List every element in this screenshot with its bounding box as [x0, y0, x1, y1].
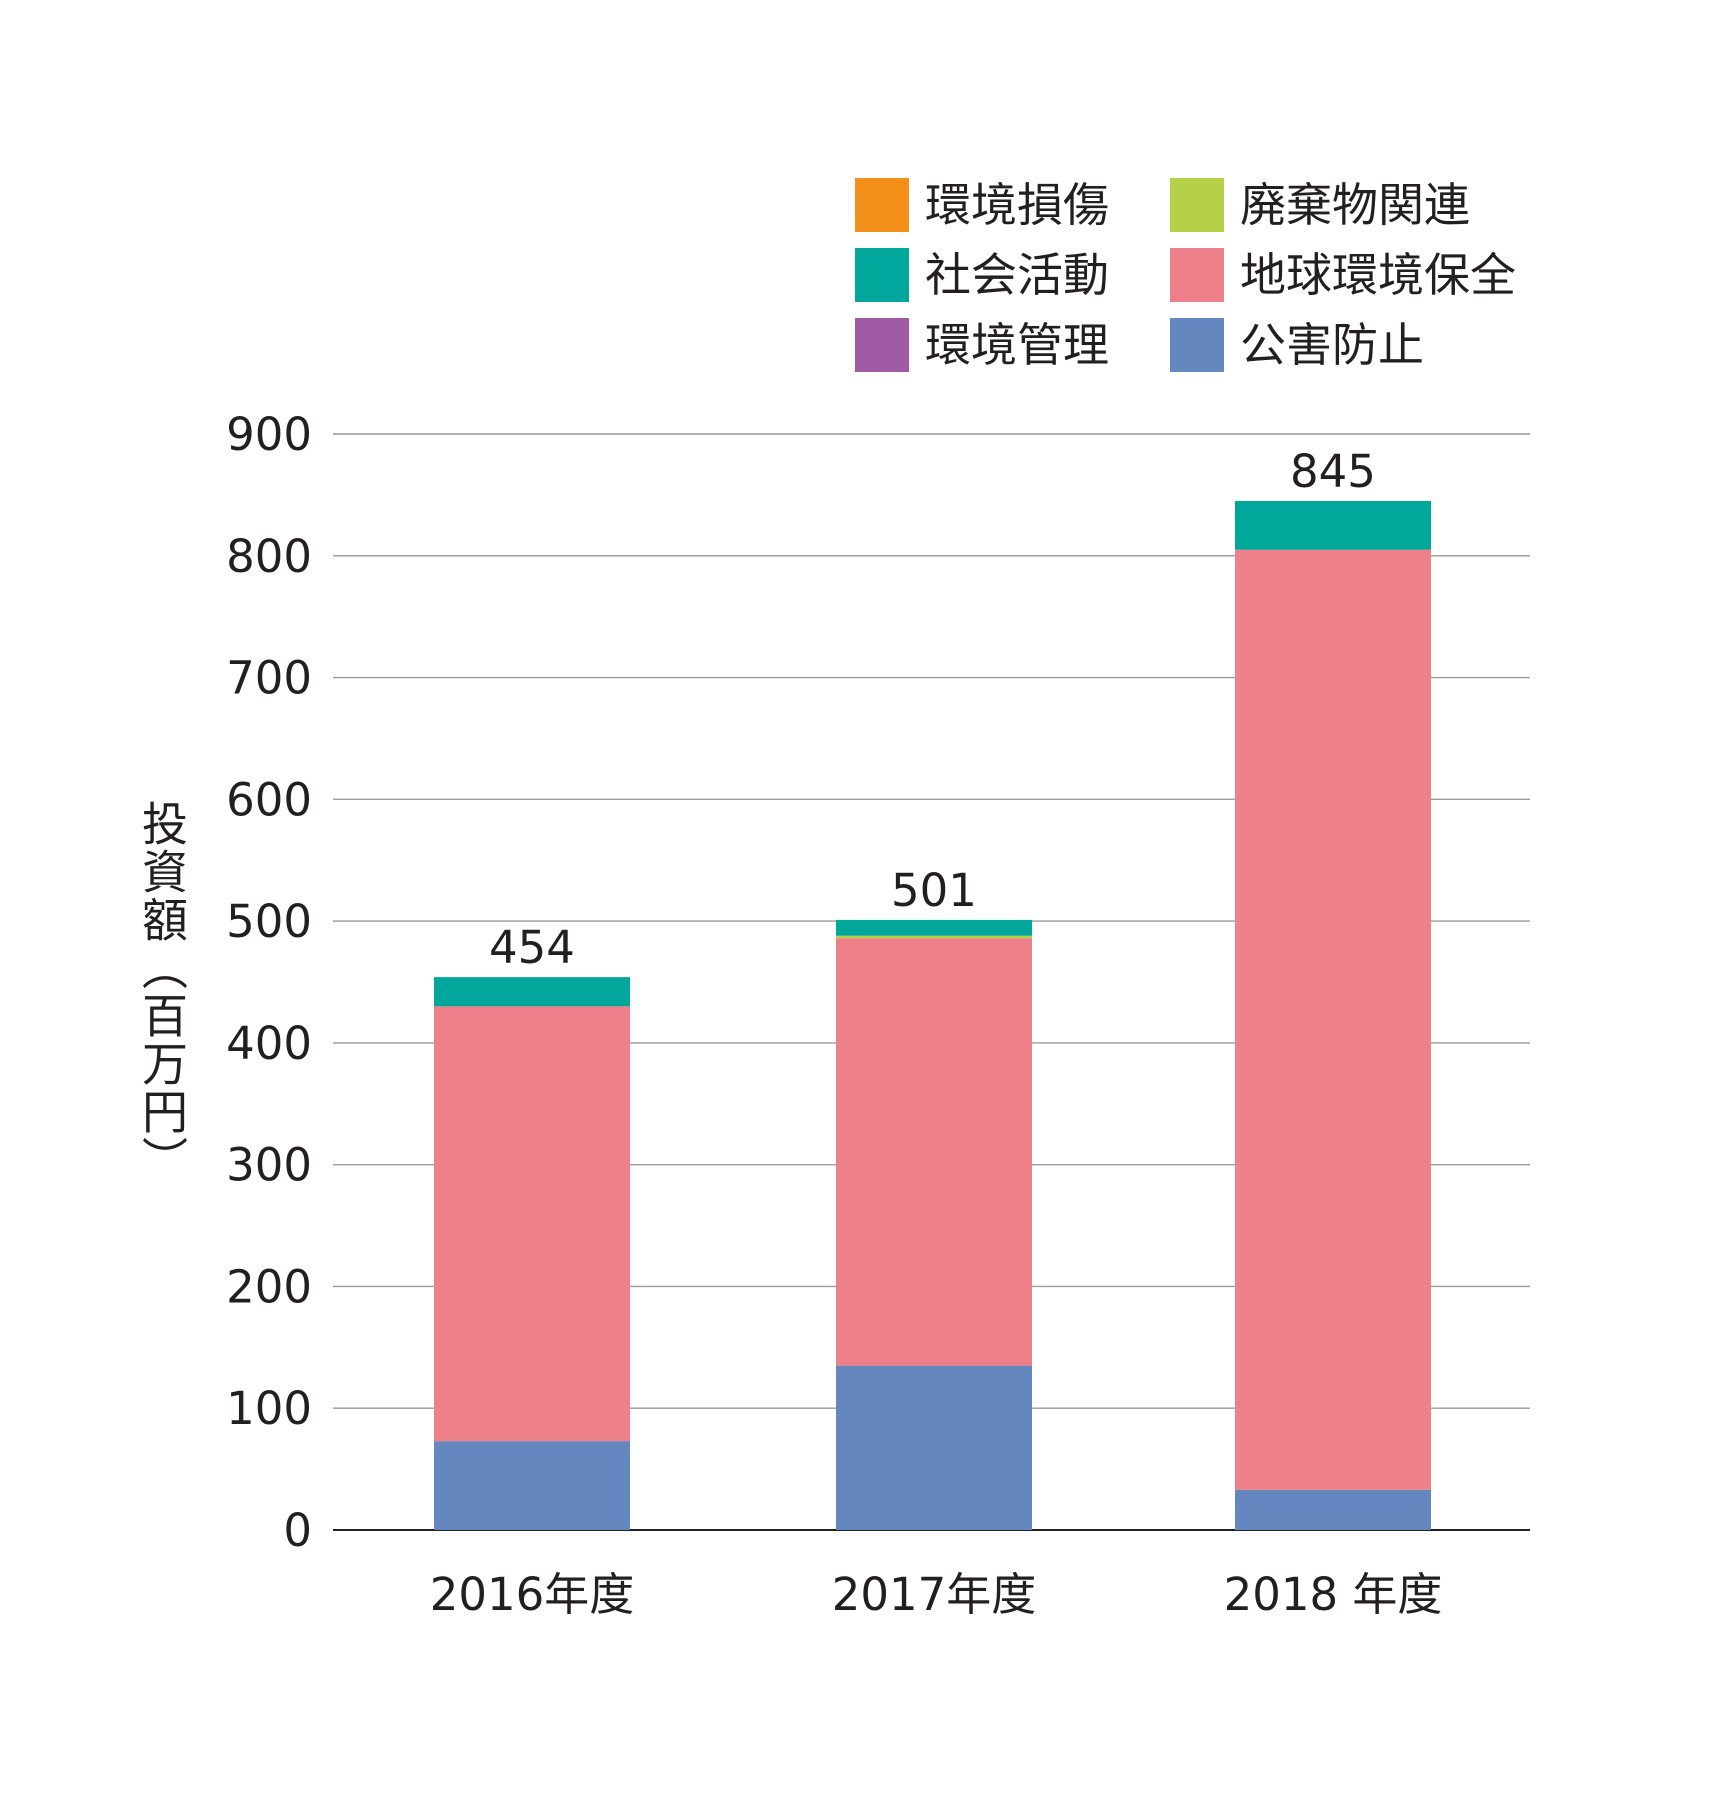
- x-tick-label: 2018 年度: [1224, 1568, 1443, 1621]
- bar-segment: [434, 977, 630, 1007]
- y-tick-label: 800: [226, 530, 312, 583]
- y-tick-label: 0: [283, 1504, 312, 1557]
- y-tick-label: 100: [226, 1382, 312, 1435]
- x-tick-label: 2016年度: [430, 1568, 635, 1621]
- bar-segment: [836, 919, 1032, 936]
- legend-label: 環境管理: [925, 318, 1109, 372]
- legend-label: 社会活動: [925, 248, 1109, 302]
- bar-segment: [1235, 500, 1431, 550]
- legend-item: 環境管理: [855, 318, 1170, 372]
- x-axis-ticks: 2016年度 2017年度 2018 年度: [430, 1568, 1443, 1621]
- legend-item: 環境損傷: [855, 178, 1170, 232]
- total-label: 845: [1290, 445, 1376, 498]
- total-labels: 454 501 845: [489, 445, 1376, 974]
- bar-segment: [836, 938, 1032, 1366]
- legend-item: 廃棄物関連: [1170, 178, 1500, 232]
- bar-segment: [1235, 1489, 1431, 1530]
- total-label: 501: [891, 864, 977, 917]
- y-tick-label: 200: [226, 1260, 312, 1313]
- y-axis-ticks: 0 100 200 300 400 500 600 700 800 900: [226, 408, 312, 1557]
- legend-swatch: [1170, 248, 1224, 302]
- x-tick-label: 2017年度: [832, 1568, 1037, 1621]
- legend-swatch: [855, 178, 909, 232]
- legend-swatch: [855, 248, 909, 302]
- legend-swatch: [1170, 178, 1224, 232]
- legend-item: 社会活動: [855, 248, 1170, 302]
- legend-label: 環境損傷: [925, 178, 1109, 232]
- legend-swatch: [1170, 318, 1224, 372]
- legend-label: 地球環境保全: [1240, 248, 1516, 302]
- y-tick-label: 400: [226, 1017, 312, 1070]
- bar-segment: [836, 1365, 1032, 1530]
- legend-item: 地球環境保全: [1170, 248, 1516, 302]
- y-tick-label: 900: [226, 408, 312, 461]
- legend-swatch: [855, 318, 909, 372]
- y-tick-label: 700: [226, 652, 312, 705]
- y-tick-label: 500: [226, 895, 312, 948]
- bar-segment: [434, 1441, 630, 1530]
- legend-item: 公害防止: [1170, 318, 1500, 372]
- bar-segment: [836, 935, 1032, 939]
- legend-label: 公害防止: [1240, 318, 1424, 372]
- y-tick-label: 600: [226, 773, 312, 826]
- legend: 環境損傷 廃棄物関連社会活動 地球環境保全環境管理 公害防止: [855, 178, 1516, 372]
- total-label: 454: [489, 921, 575, 974]
- bar-segment: [1235, 549, 1431, 1490]
- legend-label: 廃棄物関連: [1240, 178, 1470, 232]
- bar-segment: [434, 1006, 630, 1442]
- y-axis-title: 投資額（百万円）: [135, 800, 189, 1184]
- y-tick-label: 300: [226, 1139, 312, 1192]
- bars: [434, 500, 1431, 1530]
